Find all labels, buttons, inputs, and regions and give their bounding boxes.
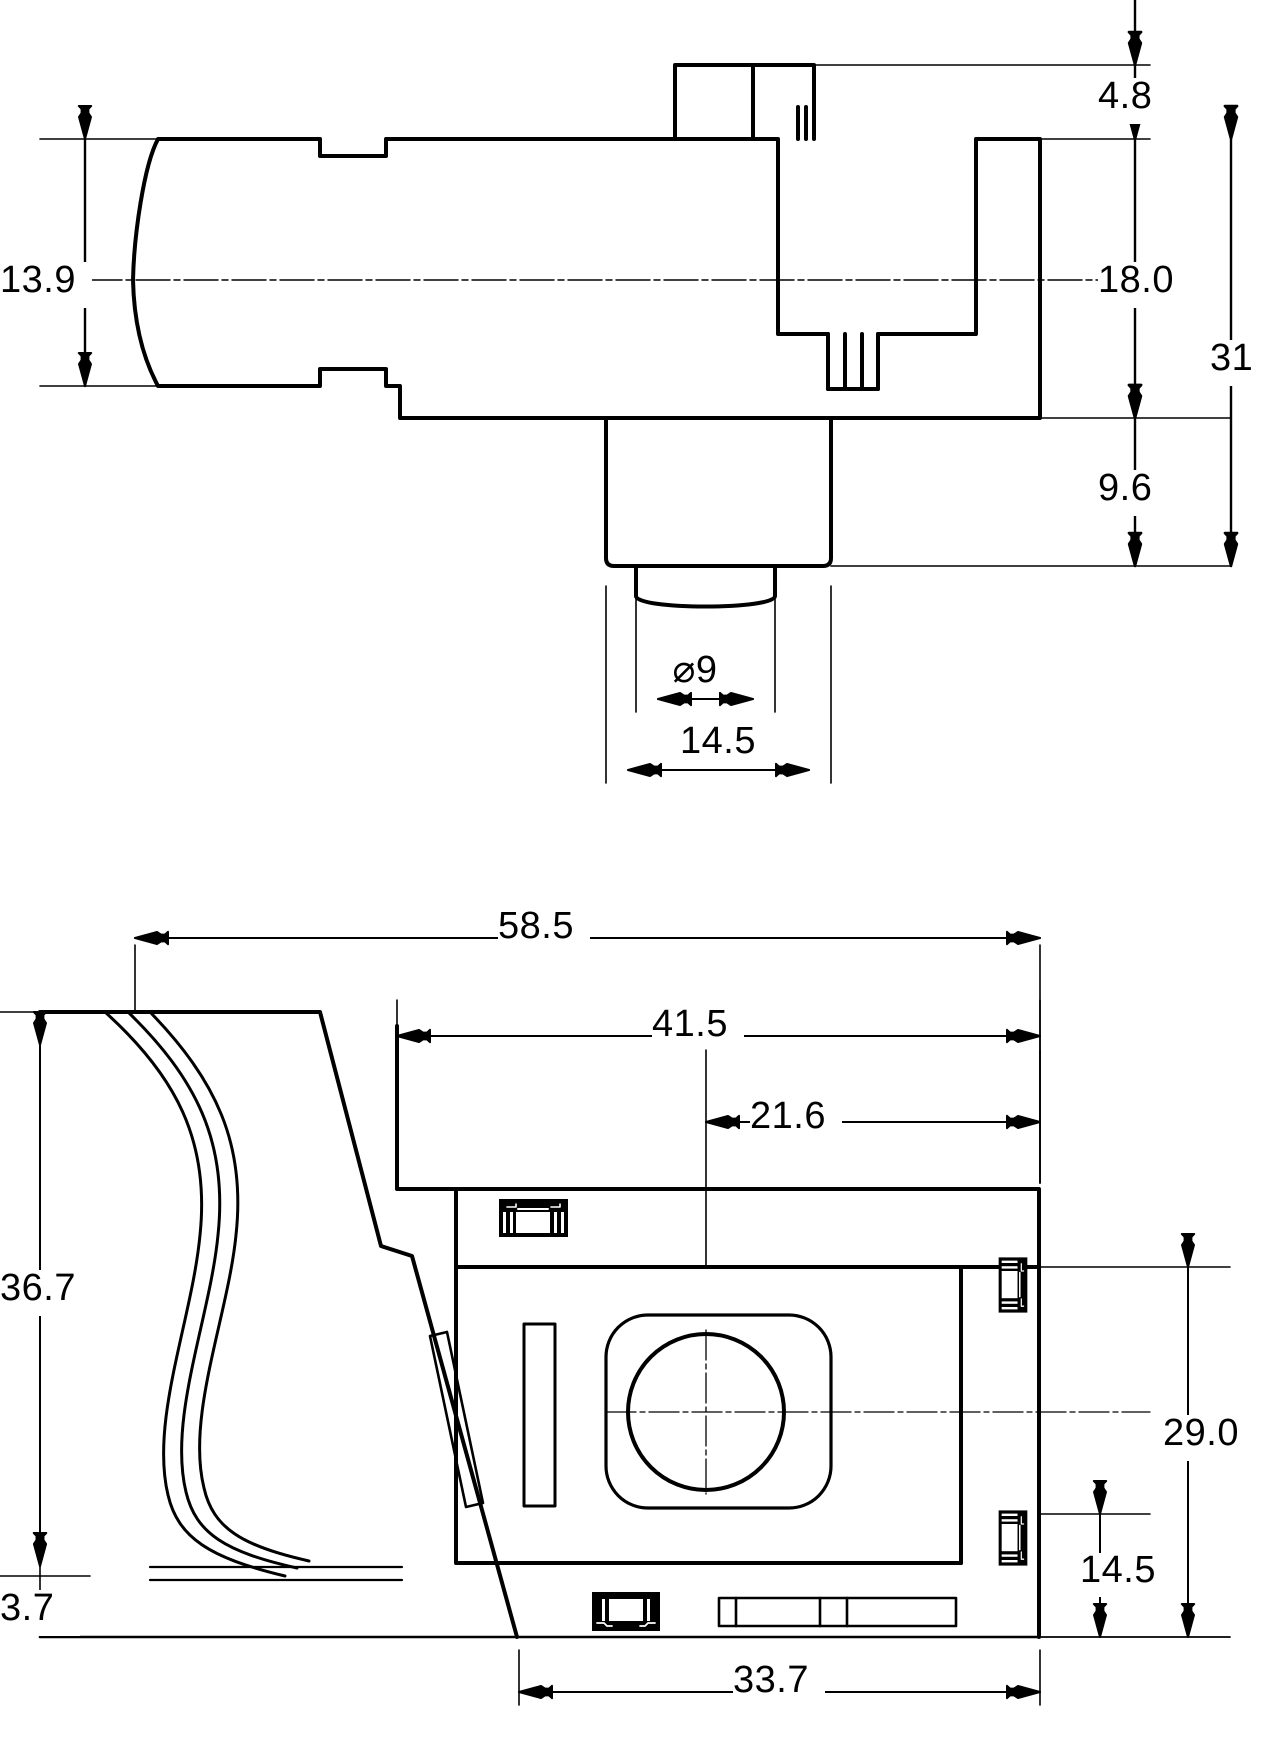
svg-text:29.0: 29.0 [1163,1412,1239,1454]
svg-text:⌀9: ⌀9 [672,649,717,691]
svg-text:4.8: 4.8 [1098,75,1152,117]
svg-text:21.6: 21.6 [750,1095,826,1137]
svg-text:41.5: 41.5 [652,1003,728,1045]
svg-text:3.7: 3.7 [0,1587,54,1629]
svg-text:31: 31 [1210,337,1253,379]
svg-text:9.6: 9.6 [1098,467,1152,509]
svg-text:14.5: 14.5 [1080,1549,1156,1591]
svg-text:13.9: 13.9 [0,259,76,301]
svg-text:36.7: 36.7 [0,1267,76,1309]
svg-text:14.5: 14.5 [680,720,756,762]
svg-text:58.5: 58.5 [498,905,574,947]
svg-text:18.0: 18.0 [1098,259,1174,301]
svg-text:33.7: 33.7 [733,1659,809,1701]
